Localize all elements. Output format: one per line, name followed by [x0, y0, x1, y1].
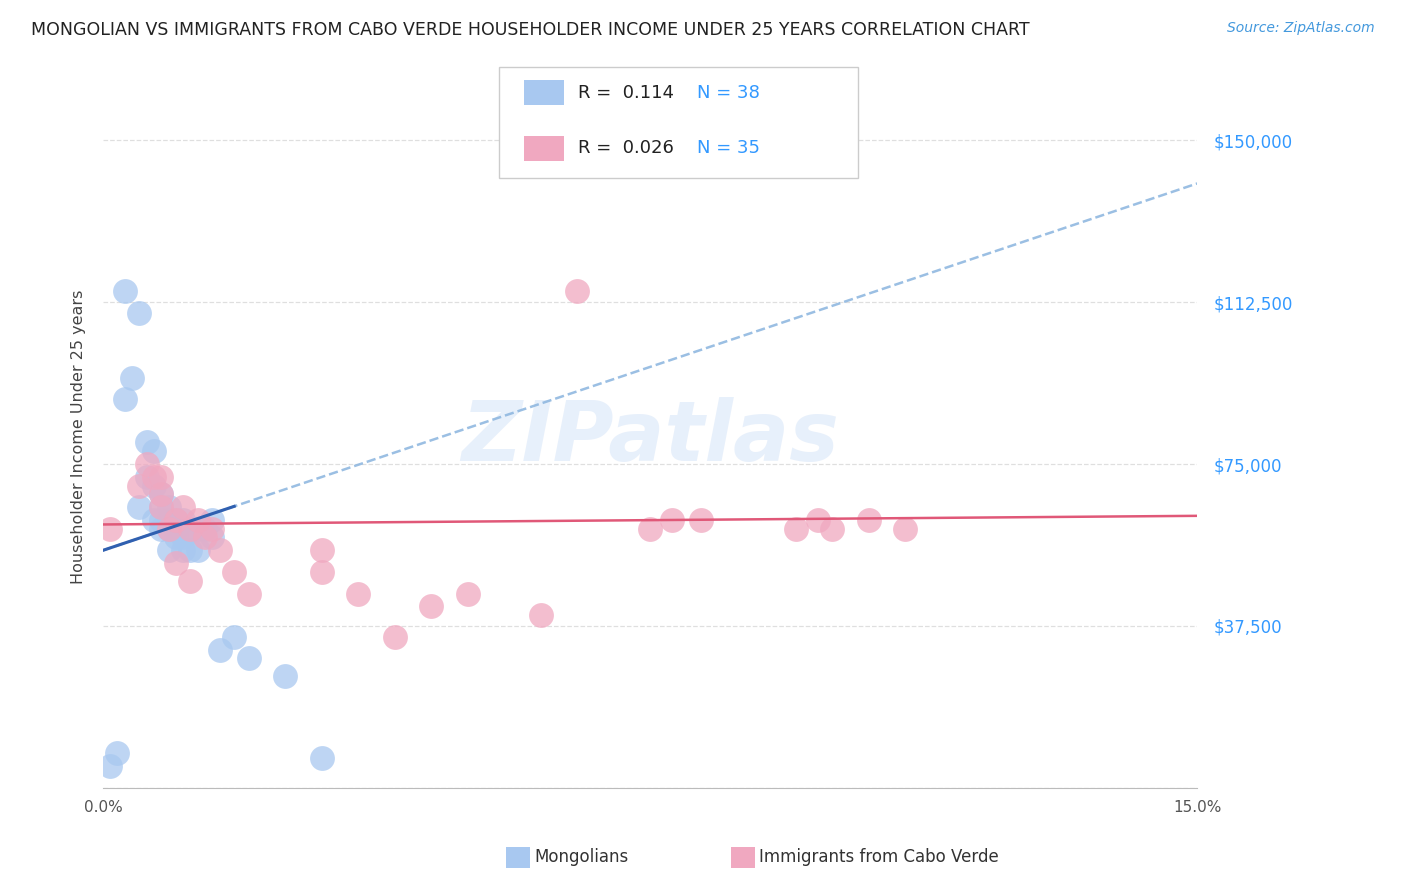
Point: [311, 543, 333, 558]
Point: [128, 500, 150, 515]
Point: [165, 513, 187, 527]
Text: Immigrants from Cabo Verde: Immigrants from Cabo Verde: [759, 848, 1000, 866]
Text: R =  0.114: R = 0.114: [578, 84, 673, 102]
Point: [194, 530, 217, 544]
Point: [530, 608, 553, 623]
Point: [150, 487, 173, 501]
Point: [224, 630, 246, 644]
Point: [187, 522, 209, 536]
Point: [135, 470, 157, 484]
Text: MONGOLIAN VS IMMIGRANTS FROM CABO VERDE HOUSEHOLDER INCOME UNDER 25 YEARS CORREL: MONGOLIAN VS IMMIGRANTS FROM CABO VERDE …: [31, 21, 1029, 39]
Point: [150, 522, 173, 536]
Text: N = 35: N = 35: [697, 139, 761, 157]
Point: [150, 470, 173, 484]
Point: [690, 513, 713, 527]
Point: [894, 522, 917, 536]
Point: [311, 750, 333, 764]
Point: [274, 668, 297, 682]
Point: [179, 543, 201, 558]
Point: [135, 457, 157, 471]
Point: [821, 522, 844, 536]
Point: [114, 285, 136, 299]
Point: [194, 522, 217, 536]
Point: [135, 435, 157, 450]
Point: [165, 513, 187, 527]
Point: [420, 599, 443, 614]
Point: [143, 444, 166, 458]
Point: [143, 478, 166, 492]
Point: [165, 557, 187, 571]
Point: [179, 522, 201, 536]
Point: [384, 630, 406, 644]
Point: [201, 530, 224, 544]
Point: [172, 500, 194, 515]
Point: [187, 543, 209, 558]
Point: [179, 574, 201, 588]
Point: [121, 370, 143, 384]
Point: [150, 513, 173, 527]
Point: [179, 522, 201, 536]
Text: R =  0.026: R = 0.026: [578, 139, 673, 157]
Point: [172, 513, 194, 527]
Point: [208, 642, 231, 657]
Point: [157, 522, 180, 536]
Point: [565, 285, 588, 299]
Text: N = 38: N = 38: [697, 84, 761, 102]
Point: [208, 543, 231, 558]
Point: [347, 586, 370, 600]
Point: [128, 306, 150, 320]
Point: [172, 543, 194, 558]
Point: [98, 759, 121, 773]
Point: [157, 500, 180, 515]
Text: Source: ZipAtlas.com: Source: ZipAtlas.com: [1227, 21, 1375, 36]
Point: [165, 530, 187, 544]
Text: ZIPatlas: ZIPatlas: [461, 397, 839, 477]
Point: [238, 586, 260, 600]
Point: [157, 522, 180, 536]
Point: [150, 500, 173, 515]
Point: [98, 522, 121, 536]
Point: [107, 746, 129, 760]
Point: [165, 522, 187, 536]
Text: Mongolians: Mongolians: [534, 848, 628, 866]
Y-axis label: Householder Income Under 25 years: Householder Income Under 25 years: [72, 290, 86, 584]
Point: [157, 513, 180, 527]
Point: [311, 565, 333, 579]
Point: [238, 651, 260, 665]
Point: [201, 522, 224, 536]
Point: [150, 487, 173, 501]
Point: [661, 513, 683, 527]
Point: [785, 522, 807, 536]
Point: [187, 513, 209, 527]
Point: [172, 530, 194, 544]
Point: [201, 513, 224, 527]
Point: [157, 543, 180, 558]
Point: [638, 522, 661, 536]
Point: [807, 513, 830, 527]
Point: [128, 478, 150, 492]
Point: [150, 500, 173, 515]
Point: [457, 586, 479, 600]
Point: [114, 392, 136, 407]
Point: [858, 513, 880, 527]
Point: [143, 513, 166, 527]
Point: [143, 470, 166, 484]
Point: [224, 565, 246, 579]
